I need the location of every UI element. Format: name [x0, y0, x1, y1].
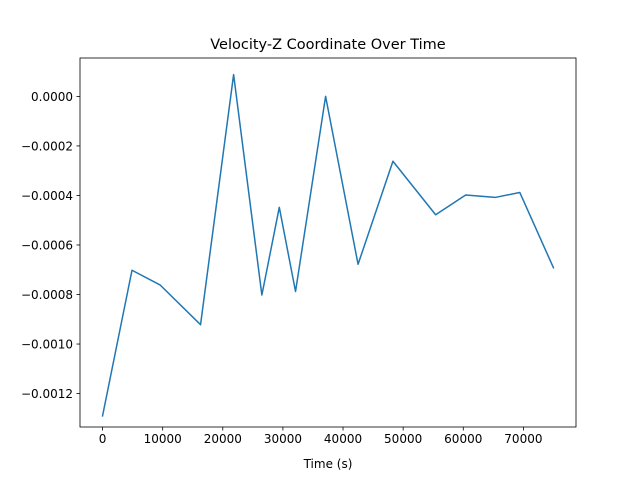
- axes-frame: [79, 57, 577, 428]
- x-tick-label: 30000: [264, 432, 302, 446]
- x-tick-label: 10000: [144, 432, 182, 446]
- x-tick-label: 60000: [444, 432, 482, 446]
- x-tick-label: 70000: [504, 432, 542, 446]
- y-tick-label: −0.0002: [21, 139, 73, 153]
- chart-title: Velocity-Z Coordinate Over Time: [210, 37, 446, 53]
- x-axis-label: Time (s): [303, 457, 353, 471]
- y-tick-label: −0.0008: [21, 288, 73, 302]
- x-tick-label: 50000: [384, 432, 422, 446]
- plot-area: 0 10000 20000 30000 40000 50000 60000 70000 0.00…: [21, 57, 577, 446]
- x-tick-label: 0: [99, 432, 107, 446]
- y-tick-label: −0.0010: [21, 338, 73, 352]
- y-tick-label: −0.0006: [21, 238, 73, 252]
- y-tick-label: 0.0000: [31, 90, 73, 104]
- x-tick-label: 40000: [324, 432, 362, 446]
- x-tick-label: 20000: [204, 432, 242, 446]
- y-tick-label: −0.0004: [21, 189, 73, 203]
- y-tick-label: −0.0012: [21, 387, 73, 401]
- series-line-0: [101, 73, 555, 417]
